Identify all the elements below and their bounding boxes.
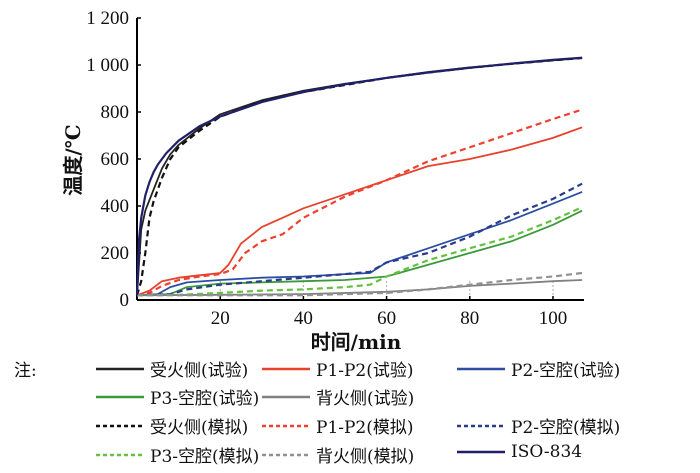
series-line-5 [135, 56, 583, 296]
legend-note: 注: [14, 361, 37, 381]
legend-swatch [262, 395, 310, 398]
series-line-1 [136, 126, 583, 297]
legend-label: P1-P2(模拟) [316, 418, 414, 438]
y-tick-label: 400 [101, 196, 130, 217]
series-line-3 [136, 209, 583, 297]
legend-swatch [262, 367, 310, 370]
x-tick-label: 20 [211, 308, 230, 329]
legend-label: P3-空腔(试验) [150, 389, 260, 409]
series-line-7 [136, 182, 583, 297]
y-tick-label: 1 200 [86, 8, 129, 29]
legend-swatch [96, 367, 144, 370]
legend-item: P1-P2(试验) [260, 356, 414, 381]
legend-item: 受火侧(模拟) [94, 413, 248, 438]
y-tick-label: 800 [101, 102, 130, 123]
y-tick-label: 600 [101, 149, 130, 170]
legend-swatch [262, 453, 310, 456]
legend-swatch [457, 450, 505, 454]
legend-item: ISO-834 [455, 442, 582, 462]
legend-label: ISO-834 [511, 442, 583, 462]
legend-label: 背火侧(模拟) [316, 447, 415, 467]
legend-item: P1-P2(模拟) [260, 413, 414, 438]
series-group [135, 56, 583, 297]
y-axis-label: 温度/℃ [61, 124, 85, 195]
y-tick-label: 200 [101, 243, 130, 264]
legend-swatch [96, 395, 144, 398]
y-tick-label: 1 000 [86, 55, 129, 76]
legend-label: P2-空腔(试验) [511, 361, 621, 381]
legend-item: 背火侧(试验) [260, 384, 414, 409]
legend-swatch [457, 367, 505, 370]
legend-swatch [96, 424, 144, 427]
legend-label: P2-空腔(模拟) [511, 418, 621, 438]
legend-item: P3-空腔(试验) [94, 384, 259, 409]
series-line-10 [135, 56, 583, 296]
legend-swatch [262, 424, 310, 427]
legend-label: 受火侧(试验) [150, 361, 249, 381]
legend-item: P2-空腔(模拟) [455, 413, 620, 438]
legend-item: 受火侧(试验) [94, 356, 248, 381]
x-tick-label: 40 [294, 308, 313, 329]
legend-swatch [96, 453, 144, 456]
legend-item: P2-空腔(试验) [455, 356, 620, 381]
x-tick-label: 80 [460, 308, 479, 329]
legend-item: P3-空腔(模拟) [94, 442, 259, 467]
series-line-6 [136, 108, 583, 297]
legend-item: 背火侧(模拟) [260, 442, 414, 467]
y-tick-label: 0 [120, 290, 130, 311]
legend-label: P1-P2(试验) [316, 361, 414, 381]
series-line-0 [136, 57, 583, 296]
series-line-8 [136, 206, 583, 297]
x-axis-label: 时间/min [311, 330, 402, 354]
series-line-9 [137, 271, 583, 297]
legend-swatch [457, 424, 505, 427]
x-tick-label: 100 [539, 308, 568, 329]
x-tick-label: 60 [377, 308, 396, 329]
legend-label: 背火侧(试验) [316, 389, 415, 409]
axes: 0 200 400 600 800 1 000 1 200 20 40 60 80 100 [86, 8, 584, 329]
legend-label: 受火侧(模拟) [150, 418, 249, 438]
series-line-2 [136, 191, 583, 297]
legend-label: P3-空腔(模拟) [150, 447, 260, 467]
